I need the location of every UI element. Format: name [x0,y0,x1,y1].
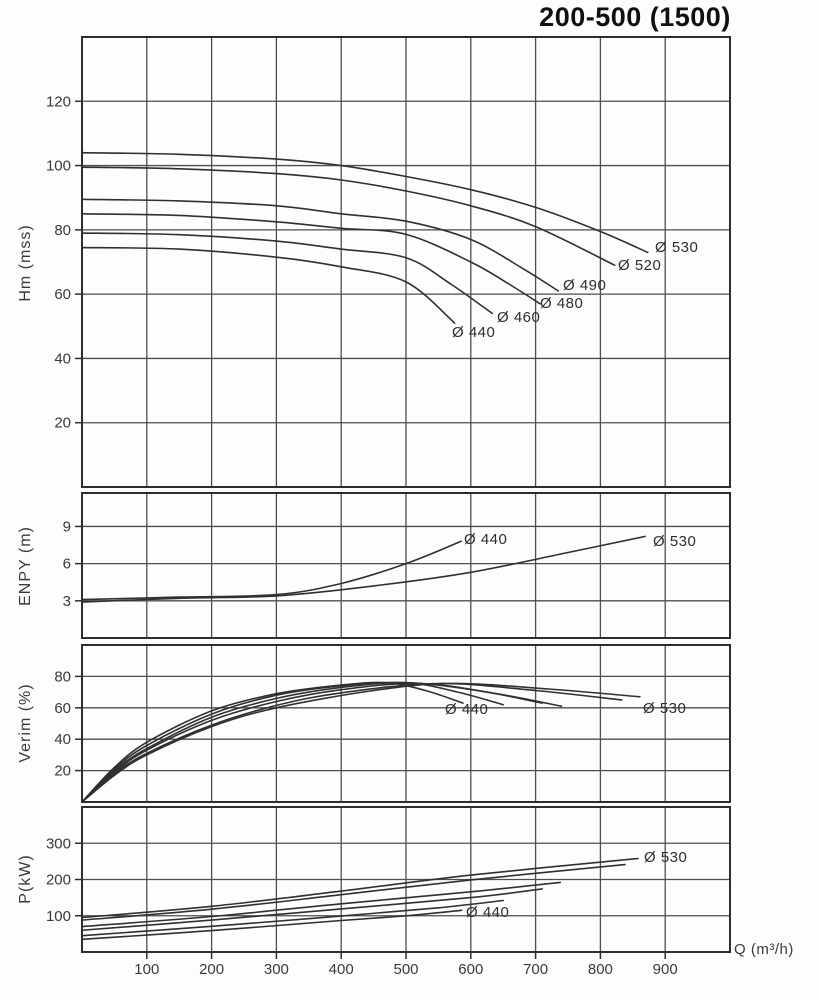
series-curve-480 [81,212,541,305]
series-curve-530 [81,535,646,603]
series-curve-460 [81,899,504,937]
x-tick-label: 400 [329,961,354,978]
series-label-530: Ø 530 [655,239,699,256]
y-tick-label: 300 [46,835,71,852]
y-tick-label: 6 [63,556,71,573]
y-tick-label: 40 [54,350,71,367]
efficiency-chart: 20 40 60 80 [54,644,731,803]
power-chart: 100 200 300 [46,806,731,953]
series-label-440: Ø 440 [452,324,496,341]
y-tick-label: 20 [54,415,71,432]
series-curve-520 [81,166,616,266]
y-tick-label: 120 [46,93,71,110]
series-curve-490 [81,682,563,803]
x-tick-label: 100 [134,961,159,978]
series-curve-480 [81,888,543,932]
y-tick-label: 60 [54,286,71,303]
series-curve-490 [81,198,560,292]
y-tick-label: 100 [46,158,71,175]
series-curve-530 [81,151,649,254]
head-chart: 20 40 60 80 100 120 [46,36,731,488]
x-tick-label: 500 [393,961,418,978]
y-tick-label: 200 [46,872,71,889]
series-curve-530 [81,857,639,919]
series-label-440: Ø 440 [466,904,510,921]
series-label-530: Ø 530 [653,533,697,550]
series-curve-440 [81,909,463,941]
y-tick-label: 80 [54,668,71,685]
x-tick-label: 900 [653,961,678,978]
plot-border [81,492,731,639]
q-axis-title: Q (m³/h) [734,941,794,958]
y-tick-label: 9 [63,518,71,535]
series-label-440: Ø 440 [445,701,489,718]
series-curve-520 [81,863,626,921]
x-tick-label: 200 [199,961,224,978]
figure-title: 200-500 (1500) [539,2,731,32]
y-tick-label: 80 [54,222,71,239]
plot-border [81,36,731,488]
series-curve-460 [81,681,504,803]
y-tick-label: 20 [54,763,71,780]
y-tick-label: 40 [54,731,71,748]
series-curve-460 [81,232,493,315]
y-tick-label: 60 [54,700,71,717]
plot-border [81,644,731,803]
series-curve-440 [81,540,462,601]
series-curve-530 [81,682,641,803]
x-tick-label: 300 [264,961,289,978]
npsh-chart: 3 6 9 [63,492,731,639]
series-label-530: Ø 530 [643,700,687,717]
series-label-520: Ø 520 [618,257,662,274]
series-label-490: Ø 490 [563,277,607,294]
series-curve-440 [81,246,456,324]
series-label-460: Ø 460 [497,309,541,326]
series-label-480: Ø 480 [540,295,584,312]
series-curve-440 [81,681,464,803]
y-tick-label: 3 [63,593,71,610]
x-tick-label: 600 [458,961,483,978]
series-curve-490 [81,881,561,928]
series-label-530: Ø 530 [644,849,688,866]
x-tick-label: 800 [588,961,613,978]
series-curve-520 [81,682,623,803]
series-label-440: Ø 440 [464,531,508,548]
y-tick-label: 100 [46,908,71,925]
x-tick-label: 700 [523,961,548,978]
